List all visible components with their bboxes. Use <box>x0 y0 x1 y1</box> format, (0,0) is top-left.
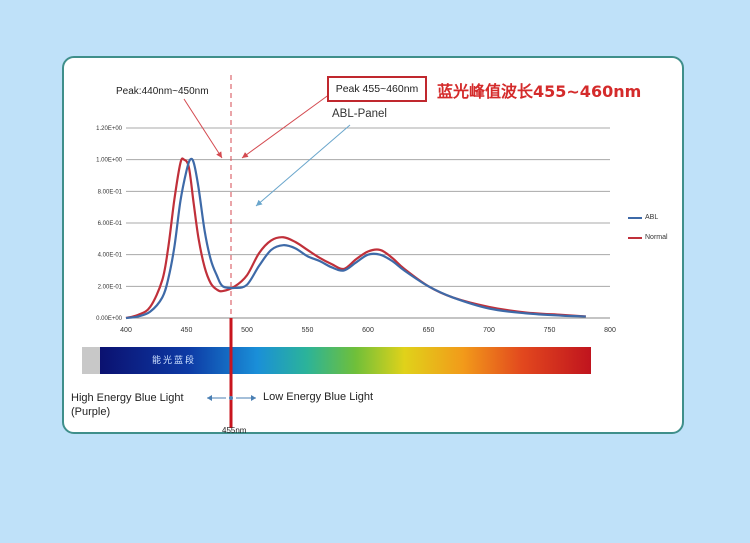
abl-panel-arrow <box>255 124 351 207</box>
series-line-normal <box>125 157 586 320</box>
spectrum-gray-block <box>82 347 100 374</box>
x-tick-label: 500 <box>241 327 253 334</box>
color-spectrum-bar <box>100 347 591 374</box>
spectrum-band-label: 能光蓝段 <box>152 356 197 366</box>
y-axis-ticks: 0.00E+00 2.00E-01 4.00E-01 6.00E-01 8.00E-01… <box>96 126 123 322</box>
peak-box-arrow <box>241 93 331 159</box>
x-tick-label: 450 <box>181 327 193 334</box>
series-line-abl <box>125 157 586 320</box>
legend-label-normal: Normal <box>645 234 668 241</box>
x-tick-label: 750 <box>544 327 556 334</box>
legend-swatch-abl <box>628 216 642 219</box>
grid-lines <box>126 127 610 319</box>
arrow-center-dot <box>229 396 233 400</box>
x-tick-label: 650 <box>423 327 435 334</box>
y-tick-label: 1.20E+00 <box>96 126 123 132</box>
high-energy-text: High Energy Blue Light <box>71 392 184 404</box>
x-tick-label: 800 <box>604 327 616 334</box>
y-tick-label: 4.00E-01 <box>98 253 123 259</box>
y-tick-label: 8.00E-01 <box>98 189 123 195</box>
chart-legend: ABL Normal <box>628 214 668 254</box>
y-tick-label: 1.00E+00 <box>96 158 123 164</box>
peak-440-450-label: Peak:440nm~450nm <box>116 86 209 97</box>
legend-item-normal: Normal <box>628 234 668 241</box>
high-energy-label: High Energy Blue Light (Purple) <box>71 391 184 419</box>
series-lines <box>125 157 586 320</box>
x-tick-label: 600 <box>362 327 374 334</box>
y-tick-label: 6.00E-01 <box>98 221 123 227</box>
peak-455-460-box: Peak 455~460nm <box>327 76 427 102</box>
peak-left-arrow <box>183 98 223 159</box>
legend-swatch-normal <box>628 236 642 239</box>
y-tick-label: 2.00E-01 <box>98 284 123 290</box>
abl-panel-label: ABL-Panel <box>332 108 387 120</box>
x-tick-label: 400 <box>120 327 132 334</box>
x-tick-label: 550 <box>302 327 314 334</box>
x-axis-ticks: 400 450 500 550 600 650 700 750 800 <box>120 327 616 334</box>
y-tick-label: 0.00E+00 <box>96 316 123 322</box>
legend-item-abl: ABL <box>628 214 668 221</box>
455nm-label: 455nm <box>222 426 247 435</box>
x-tick-label: 700 <box>483 327 495 334</box>
chinese-peak-title: 蓝光峰值波长455~460nm <box>437 82 642 101</box>
legend-label-abl: ABL <box>645 214 659 221</box>
high-energy-subtext: (Purple) <box>71 406 111 418</box>
low-energy-label: Low Energy Blue Light <box>263 391 374 403</box>
